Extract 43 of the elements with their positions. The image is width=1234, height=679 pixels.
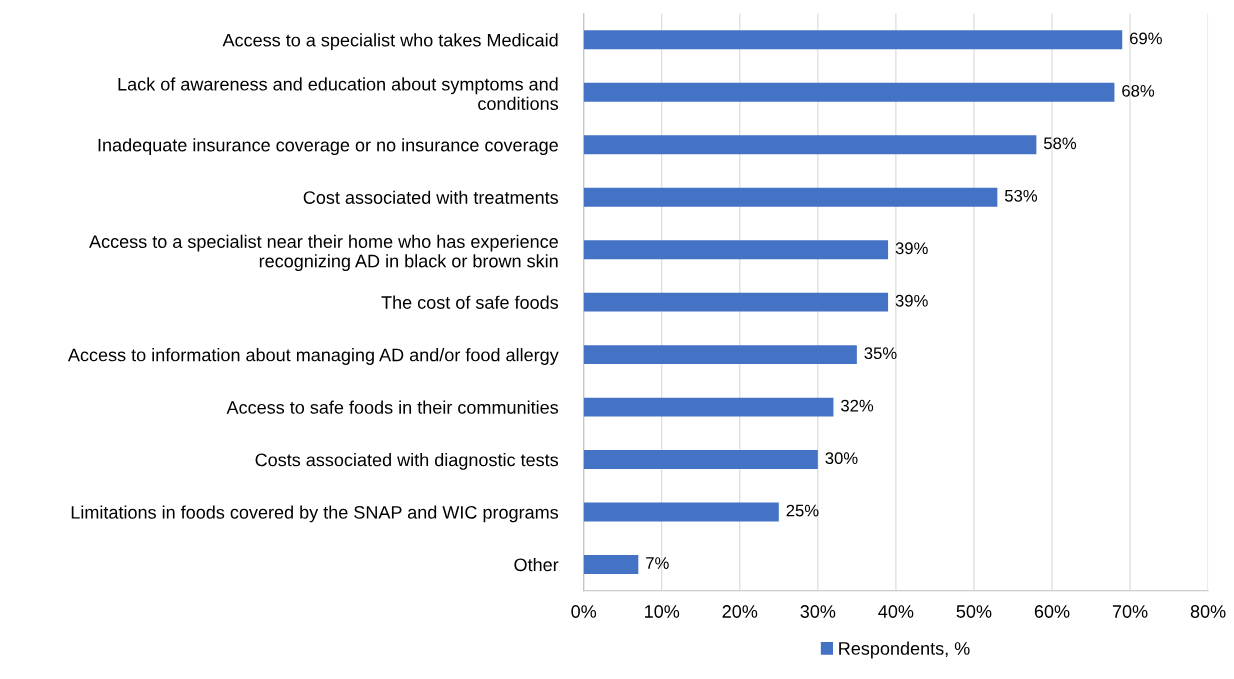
bar [583, 555, 639, 574]
y-tick-label: Access to a specialist who takes Medicaid [222, 33, 558, 51]
y-tick-label: Cost associated with treatments [303, 190, 559, 204]
bar [583, 450, 818, 469]
bar [583, 345, 857, 365]
data-label: 30% [825, 452, 858, 465]
data-label: 69% [1130, 32, 1162, 45]
bar [583, 502, 779, 522]
data-label: 25% [786, 504, 819, 517]
data-label: 35% [864, 347, 897, 360]
y-tick-label: Limitations in foods covered by the SNAP and WIC programs [71, 505, 559, 523]
x-tick-label: 10% [645, 605, 680, 618]
y-tick-label: Access to information about managing AD and/or food allergy [67, 348, 559, 365]
x-tick-label: 50% [956, 605, 992, 618]
bar [583, 187, 998, 207]
x-tick-label: 20% [722, 605, 758, 618]
y-tick-label: Other [514, 557, 559, 572]
bar [583, 240, 889, 260]
y-tick-label: Costs associated with diagnostic tests [255, 453, 559, 470]
bar [583, 397, 834, 417]
x-tick-label: 80% [1190, 605, 1226, 618]
data-label: 58% [1043, 137, 1077, 150]
data-label: 7% [646, 557, 669, 569]
data-label: 39% [895, 294, 928, 307]
x-tick-label: 0% [571, 605, 597, 618]
y-tick-label: The cost of safe foods [381, 295, 559, 309]
x-tick-label: 60% [1034, 605, 1070, 618]
bar [583, 30, 1123, 50]
y-tick-label: Access to safe foods in their communities [226, 400, 559, 414]
x-tick-label: 40% [878, 605, 914, 618]
bar [583, 135, 1037, 155]
data-label: 68% [1122, 84, 1155, 97]
legend-label: Respondents, % [839, 641, 970, 659]
bar [583, 82, 1115, 102]
data-label: 53% [1004, 189, 1038, 202]
x-tick-label: 30% [800, 605, 836, 618]
x-tick-label: 70% [1112, 605, 1148, 618]
data-label: 39% [895, 242, 928, 255]
y-tick-label: Inadequate insurance coverage or no insurance coverage [98, 138, 558, 156]
y-tick-label: Access to a specialist near their home who has experience recognizing AD in black or brown skin [89, 234, 558, 272]
bar [583, 292, 889, 312]
y-tick-label: Lack of awareness and education about symptoms and conditions [118, 77, 559, 111]
data-label: 32% [841, 399, 874, 412]
